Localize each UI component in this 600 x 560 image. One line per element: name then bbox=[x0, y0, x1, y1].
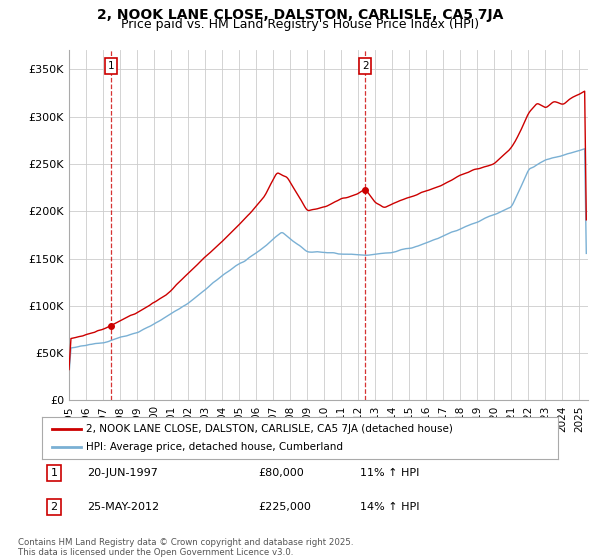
Text: 20-JUN-1997: 20-JUN-1997 bbox=[87, 468, 158, 478]
Text: 2, NOOK LANE CLOSE, DALSTON, CARLISLE, CA5 7JA (detached house): 2, NOOK LANE CLOSE, DALSTON, CARLISLE, C… bbox=[86, 424, 453, 434]
Text: £225,000: £225,000 bbox=[258, 502, 311, 512]
Text: 2, NOOK LANE CLOSE, DALSTON, CARLISLE, CA5 7JA: 2, NOOK LANE CLOSE, DALSTON, CARLISLE, C… bbox=[97, 8, 503, 22]
Text: 11% ↑ HPI: 11% ↑ HPI bbox=[360, 468, 419, 478]
Text: 2: 2 bbox=[362, 61, 368, 71]
Text: Price paid vs. HM Land Registry's House Price Index (HPI): Price paid vs. HM Land Registry's House … bbox=[121, 18, 479, 31]
Text: 1: 1 bbox=[108, 61, 115, 71]
Text: Contains HM Land Registry data © Crown copyright and database right 2025.
This d: Contains HM Land Registry data © Crown c… bbox=[18, 538, 353, 557]
Text: £80,000: £80,000 bbox=[258, 468, 304, 478]
Text: 2: 2 bbox=[50, 502, 58, 512]
Text: HPI: Average price, detached house, Cumberland: HPI: Average price, detached house, Cumb… bbox=[86, 442, 343, 452]
Text: 1: 1 bbox=[50, 468, 58, 478]
Text: 25-MAY-2012: 25-MAY-2012 bbox=[87, 502, 159, 512]
Text: 14% ↑ HPI: 14% ↑ HPI bbox=[360, 502, 419, 512]
